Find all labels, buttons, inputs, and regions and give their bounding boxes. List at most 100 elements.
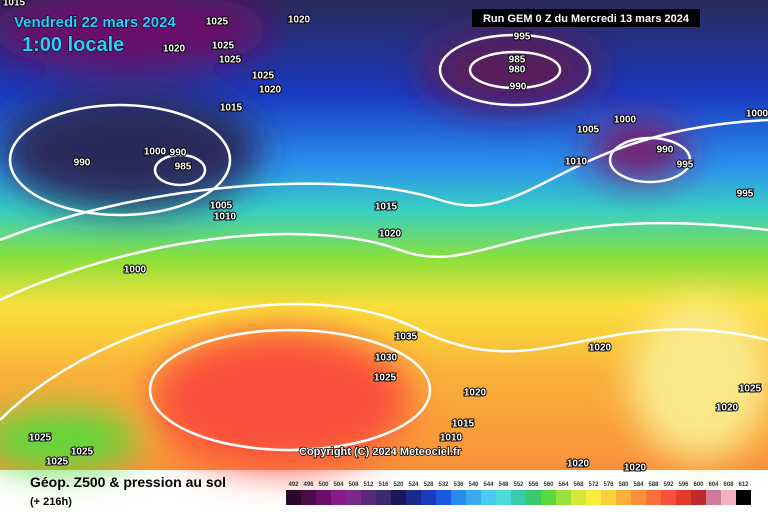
scale-label: 544 [483, 482, 494, 488]
isobar-label: 1015 [220, 103, 243, 114]
isobar-label: 1020 [567, 459, 590, 470]
scale-swatch [421, 490, 436, 505]
scale-label: 508 [348, 482, 359, 488]
isobar-label: 985 [509, 55, 526, 66]
isobar-label: 1020 [259, 85, 282, 96]
scale-label: 580 [618, 482, 629, 488]
isobar-label: 995 [514, 32, 531, 43]
scale-swatch [526, 490, 541, 505]
isobar-label: 1010 [214, 212, 237, 223]
isobar-label: 995 [737, 189, 754, 200]
scale-label: 608 [723, 482, 734, 488]
scale-label: 584 [633, 482, 644, 488]
isobar-label: 1025 [29, 433, 52, 444]
isobar-label: 985 [175, 162, 192, 173]
map-area [0, 0, 768, 470]
isobar-label: 1025 [374, 373, 397, 384]
isobar-label: 1005 [577, 125, 600, 136]
scale-label: 552 [513, 482, 524, 488]
isobar-label: 990 [657, 145, 674, 156]
scale-swatch [331, 490, 346, 505]
scale-swatch [451, 490, 466, 505]
isobar-label: 1020 [288, 15, 311, 26]
isobar-label: 990 [170, 148, 187, 159]
scale-swatch [376, 490, 391, 505]
scale-swatch [391, 490, 406, 505]
footer-lead: (+ 216h) [30, 496, 72, 508]
time: 1:00 locale [22, 34, 124, 56]
isobar-label: 1025 [252, 71, 275, 82]
scale-label: 572 [588, 482, 599, 488]
isobar-label: 1020 [716, 403, 739, 414]
scale-swatch [736, 490, 751, 505]
scale-label: 492 [288, 482, 299, 488]
isobar-label: 1025 [739, 384, 762, 395]
isobar-label: 995 [677, 160, 694, 171]
isobar-label: 1025 [206, 17, 229, 28]
scale-swatch [721, 490, 736, 505]
isobar-label: 1015 [375, 202, 398, 213]
isobar-label: 1025 [71, 447, 94, 458]
isobar-label: 1015 [3, 0, 26, 9]
scale-swatch [436, 490, 451, 505]
isobar-label: 1010 [565, 157, 588, 168]
footer-title: Géop. Z500 & pression au sol [30, 474, 226, 490]
isobar-label: 1020 [163, 44, 186, 55]
scale-swatch [616, 490, 631, 505]
scale-swatch [601, 490, 616, 505]
scale-label: 532 [438, 482, 449, 488]
scale-label: 524 [408, 482, 419, 488]
isobar-label: 1020 [379, 229, 402, 240]
scale-label: 536 [453, 482, 464, 488]
isobar-label: 1000 [144, 147, 167, 158]
scale-label: 504 [333, 482, 344, 488]
scale-swatch [586, 490, 601, 505]
isobar-label: 1020 [589, 343, 612, 354]
copyright: Copyright (C) 2024 Meteociel.fr [299, 446, 462, 458]
isobar-label: 990 [74, 158, 91, 169]
scale-swatch [571, 490, 586, 505]
isobar-label: 990 [510, 82, 527, 93]
run-info: Run GEM 0 Z du Mercredi 13 mars 2024 [483, 13, 690, 25]
scale-swatch [406, 490, 421, 505]
scale-swatch [706, 490, 721, 505]
scale-label: 568 [573, 482, 584, 488]
isobar-label: 980 [509, 65, 526, 76]
scale-swatch [496, 490, 511, 505]
scale-label: 596 [678, 482, 689, 488]
isobar-label: 1000 [614, 115, 637, 126]
isobar-label: 1005 [210, 201, 233, 212]
scale-label: 588 [648, 482, 659, 488]
scale-label: 496 [303, 482, 314, 488]
scale-label: 600 [693, 482, 704, 488]
scale-swatch [661, 490, 676, 505]
scale-swatch [346, 490, 361, 505]
scale-swatch [316, 490, 331, 505]
scale-label: 512 [363, 482, 374, 488]
scale-swatch [301, 490, 316, 505]
isobar-label: 1030 [375, 353, 398, 364]
scale-label: 556 [528, 482, 539, 488]
isobar-label: 1000 [746, 109, 768, 120]
scale-label: 612 [738, 482, 749, 488]
isobar-label: 1020 [624, 463, 647, 474]
isobar-label: 1000 [124, 265, 147, 276]
scale-label: 500 [318, 482, 329, 488]
scale-label: 516 [378, 482, 389, 488]
scale-label: 540 [468, 482, 479, 488]
isobar-label: 1020 [464, 388, 487, 399]
scale-swatch [511, 490, 526, 505]
scale-swatch [481, 490, 496, 505]
scale-swatch [466, 490, 481, 505]
scale-label: 548 [498, 482, 509, 488]
scale-swatch [631, 490, 646, 505]
isobar-label: 1025 [212, 41, 235, 52]
scale-swatch [691, 490, 706, 505]
color-scale: 492 496 500 504 508 512 516 520 524 528 532 536 540 5… [286, 482, 751, 505]
scale-label: 564 [558, 482, 569, 488]
scale-label: 592 [663, 482, 674, 488]
isobar-label: 1025 [46, 457, 69, 468]
isobar-label: 1025 [219, 55, 242, 66]
